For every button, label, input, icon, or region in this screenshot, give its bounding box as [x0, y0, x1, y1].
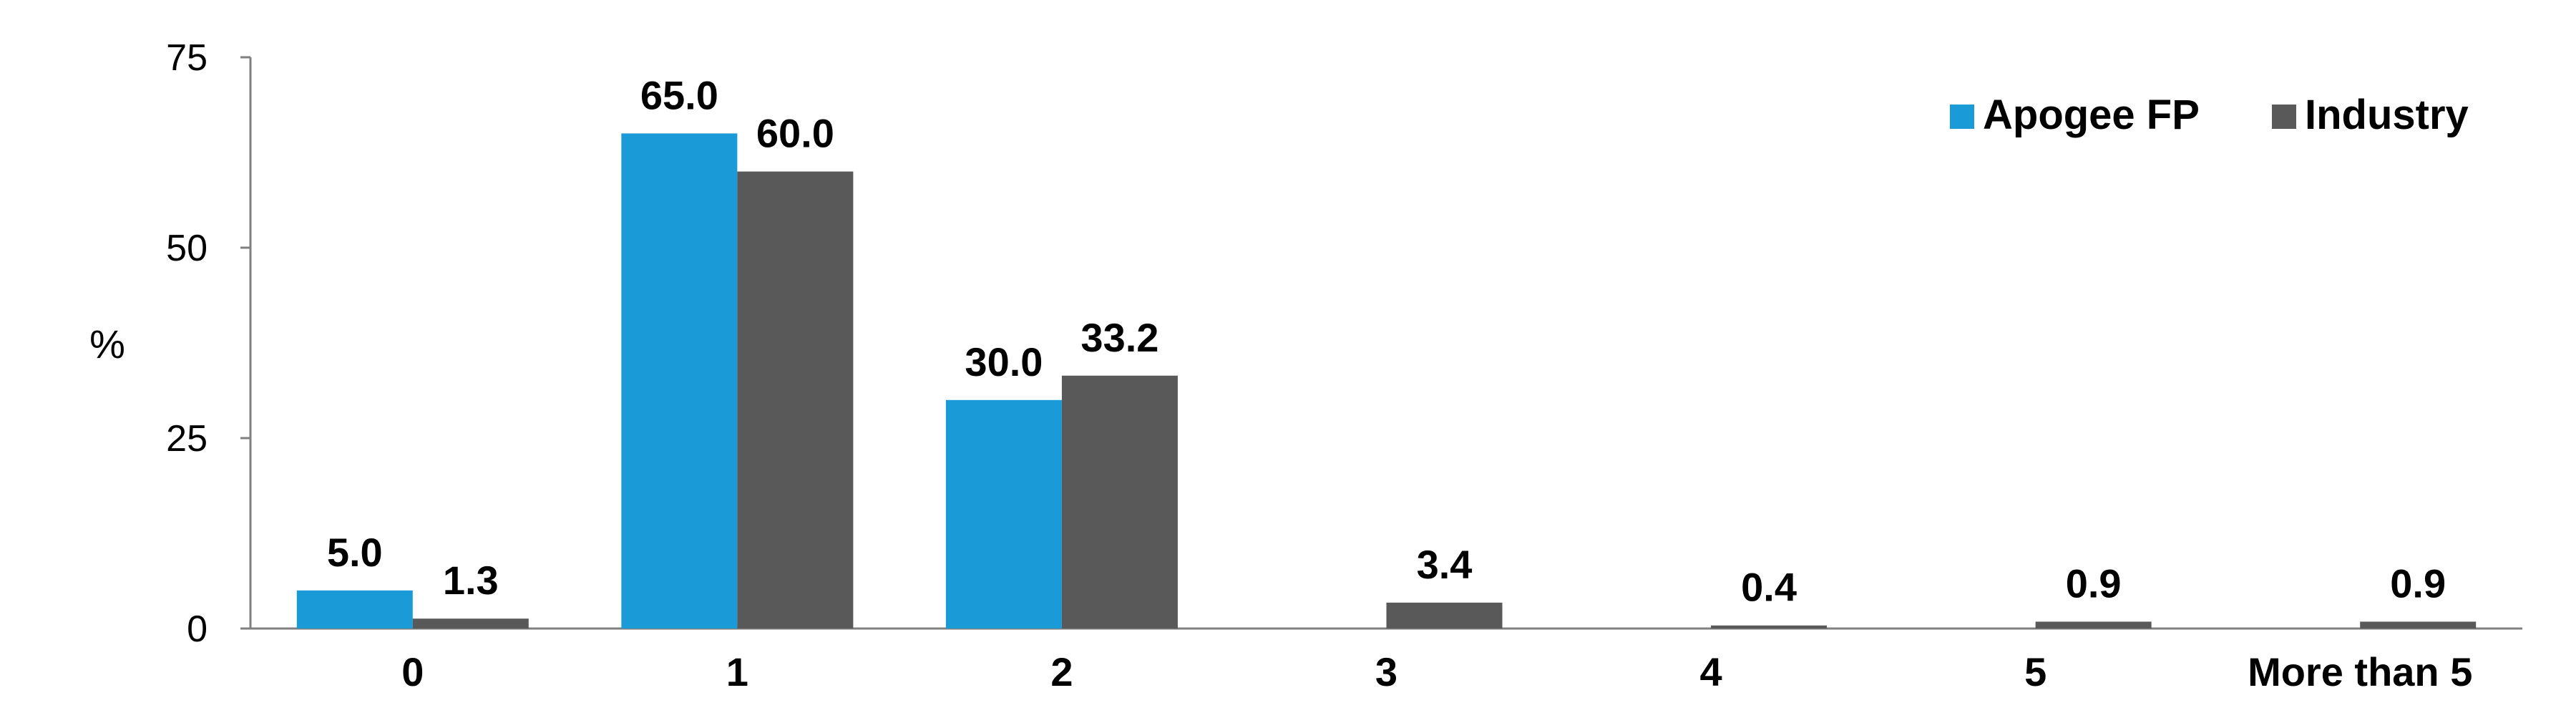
- bar-industry-1: [737, 171, 854, 629]
- legend-swatch: [2272, 105, 2296, 129]
- bar-industry-4: [1711, 625, 1828, 629]
- data-label: 0.4: [1741, 565, 1797, 610]
- x-tick-label: 2: [1050, 649, 1073, 694]
- x-tick-label: 0: [401, 649, 424, 694]
- bar-industry-6: [2360, 621, 2477, 629]
- data-label: 1.3: [443, 558, 499, 603]
- legend-swatch: [1950, 105, 1974, 129]
- bars: [296, 133, 2477, 629]
- bar-apogee-fp-1: [621, 133, 738, 629]
- data-label: 30.0: [965, 339, 1043, 384]
- data-labels: 5.0 1.3 65.0 60.0 30.0 33.2 3.4 0.4 0.9 0.9: [327, 72, 2446, 609]
- bar-industry-0: [412, 618, 529, 629]
- data-label: 0.9: [2390, 561, 2446, 606]
- data-label: 33.2: [1080, 315, 1158, 360]
- legend-label: Apogee FP: [1983, 92, 2200, 138]
- x-tick-label: More than 5: [2248, 649, 2472, 694]
- data-label: 5.0: [327, 530, 383, 575]
- category-labels: 0 1 2 3 4 5 More than 5: [401, 649, 2472, 694]
- bar-apogee-fp-0: [296, 590, 413, 629]
- legend-label: Industry: [2305, 92, 2469, 138]
- bar-industry-5: [2035, 621, 2152, 629]
- bar-industry-3: [1386, 602, 1503, 629]
- x-tick-label: 5: [2024, 649, 2046, 694]
- x-tick-label: 1: [726, 649, 748, 694]
- legend: Apogee FP Industry: [1950, 92, 2469, 138]
- bar-industry-2: [1061, 375, 1178, 629]
- y-tick-label: 0: [187, 608, 208, 650]
- y-tick-label: 25: [166, 418, 208, 460]
- x-tick-label: 4: [1699, 649, 1722, 694]
- bar-apogee-fp-2: [945, 399, 1062, 629]
- y-tick-label: 75: [166, 37, 208, 79]
- y-axis-title: %: [89, 321, 125, 367]
- data-label: 65.0: [640, 72, 718, 117]
- y-ticks: 0 25 50 75: [166, 37, 250, 650]
- y-tick-label: 50: [166, 228, 208, 269]
- data-label: 3.4: [1417, 542, 1473, 587]
- x-tick-label: 3: [1375, 649, 1397, 694]
- data-label: 60.0: [756, 111, 834, 156]
- data-label: 0.9: [2066, 561, 2122, 606]
- axes: %: [89, 57, 2522, 630]
